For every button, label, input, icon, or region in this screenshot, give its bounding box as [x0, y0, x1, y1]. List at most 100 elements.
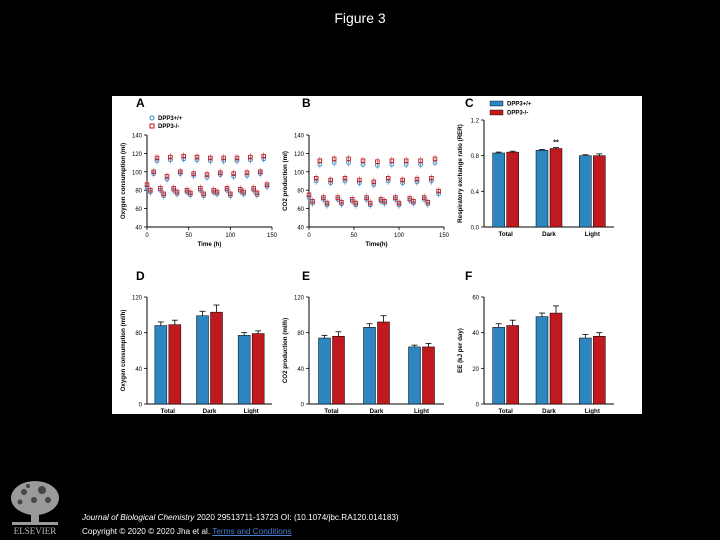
y-tick-label: 140: [294, 134, 305, 140]
data-point-ko: [432, 156, 438, 162]
bar: [593, 155, 606, 228]
data-point-ko: [403, 158, 409, 164]
bar: [549, 148, 563, 228]
y-tick-label: 40: [135, 367, 142, 373]
y-tick-label: 120: [294, 296, 305, 302]
legend-label-wt: DPP3+/+: [158, 116, 183, 122]
bar: [237, 335, 251, 405]
x-category-label: Dark: [542, 408, 556, 414]
data-point-ko: [261, 153, 266, 159]
y-axis-label: Oxygen consumption (ml): [120, 143, 127, 219]
data-point-ko: [346, 156, 351, 162]
data-point-ko: [238, 187, 243, 192]
journal-name: Journal of Biological Chemistry: [82, 513, 195, 522]
x-axis-label: Time(h): [365, 241, 387, 248]
bar: [332, 335, 345, 405]
bar: [251, 333, 265, 405]
x-category-label: Light: [244, 408, 259, 414]
x-category-label: Total: [499, 231, 514, 238]
y-tick-label: 80: [297, 189, 304, 195]
data-point-ko: [335, 195, 341, 200]
x-category-label: Dark: [542, 231, 556, 238]
data-point-ko: [400, 177, 405, 183]
data-point-ko: [425, 199, 431, 205]
data-point-ko: [234, 155, 240, 161]
bar: [506, 325, 519, 405]
bar: [318, 337, 331, 405]
data-point-ko: [254, 190, 260, 196]
y-axis-label: Respiratory exchange ratio (RER): [457, 124, 464, 223]
data-point-ko: [184, 187, 190, 193]
bar: [492, 152, 505, 228]
y-axis-label: Oxygen consumption (ml/h): [120, 310, 127, 392]
x-category-label: Light: [585, 408, 600, 414]
panel-letter: F: [465, 269, 472, 283]
bar: [535, 150, 549, 228]
bar: [168, 324, 182, 405]
y-tick-label: 120: [294, 152, 305, 158]
copyright-line: Copyright © 2020 © 2020 Jha et al. Terms…: [82, 525, 399, 539]
y-axis-label: CO2 production (ml/h): [282, 318, 289, 383]
x-tick-label: 100: [394, 233, 405, 239]
bar: [593, 335, 606, 405]
copyright-text: Copyright © 2020 © 2020 Jha et al.: [82, 527, 211, 536]
citation-line: Journal of Biological Chemistry 2020 295…: [82, 511, 399, 525]
x-category-label: Light: [585, 231, 600, 238]
data-point-ko: [411, 198, 416, 204]
data-point-ko: [306, 192, 312, 198]
data-point-ko: [321, 195, 326, 200]
data-point-ko: [194, 154, 200, 160]
y-axis-label: CO2 production (ml): [282, 151, 289, 211]
bar: [549, 312, 563, 405]
x-tick-label: 50: [351, 233, 358, 239]
publisher-wordmark: ELSEVIER: [14, 526, 57, 536]
data-point-ko: [342, 175, 348, 181]
data-point-ko: [221, 155, 226, 161]
data-point-ko: [191, 171, 196, 176]
data-point-ko: [418, 158, 423, 164]
data-point-ko: [241, 189, 246, 195]
data-point-ko: [148, 187, 153, 193]
x-tick-label: 150: [439, 233, 450, 239]
terms-link[interactable]: Terms and Conditions: [212, 527, 292, 536]
x-tick-label: 50: [185, 233, 192, 239]
data-point-ko: [204, 172, 210, 177]
x-axis-label: Time (h): [198, 241, 222, 248]
legend-label-wt: DPP3+/+: [507, 102, 532, 108]
data-point-ko: [414, 176, 420, 182]
data-point-ko: [375, 159, 380, 164]
x-tick-label: 0: [145, 233, 149, 239]
y-tick-label: 0.4: [471, 190, 480, 196]
legend-swatch-ko: [489, 109, 504, 116]
data-point-ko: [208, 155, 213, 161]
x-category-label: Total: [499, 408, 514, 414]
y-tick-label: 80: [135, 331, 142, 337]
data-point-ko: [313, 175, 319, 181]
panel-letter: D: [136, 269, 145, 283]
data-point-ko: [174, 189, 180, 195]
bar: [363, 327, 376, 405]
data-point-ko: [357, 177, 362, 183]
data-point-ko: [349, 197, 355, 202]
bar: [579, 155, 592, 228]
bar: [492, 327, 505, 405]
y-tick-label: 0.8: [471, 154, 480, 160]
data-point-ko: [248, 154, 253, 160]
y-tick-label: 0: [139, 403, 143, 409]
y-tick-label: 120: [132, 296, 143, 302]
data-point-ko: [360, 158, 366, 164]
figure-panel: A 40 60 80 100 120 140 Oxygen consumption (ml) 0…: [112, 96, 642, 414]
data-point-ko: [181, 153, 186, 159]
y-tick-label: 0: [476, 403, 480, 409]
data-point-ko: [154, 155, 160, 161]
x-category-label: Light: [414, 408, 429, 414]
data-point-ko: [151, 169, 156, 175]
panel-letter: E: [302, 269, 310, 283]
data-point-ko: [144, 182, 150, 187]
x-tick-label: 100: [225, 233, 236, 239]
data-point-ko: [198, 186, 203, 191]
legend-label-ko: DPP3-/-: [507, 111, 528, 117]
data-point-ko: [258, 169, 263, 175]
data-point-ko: [339, 199, 344, 205]
y-tick-label: 80: [297, 331, 304, 337]
